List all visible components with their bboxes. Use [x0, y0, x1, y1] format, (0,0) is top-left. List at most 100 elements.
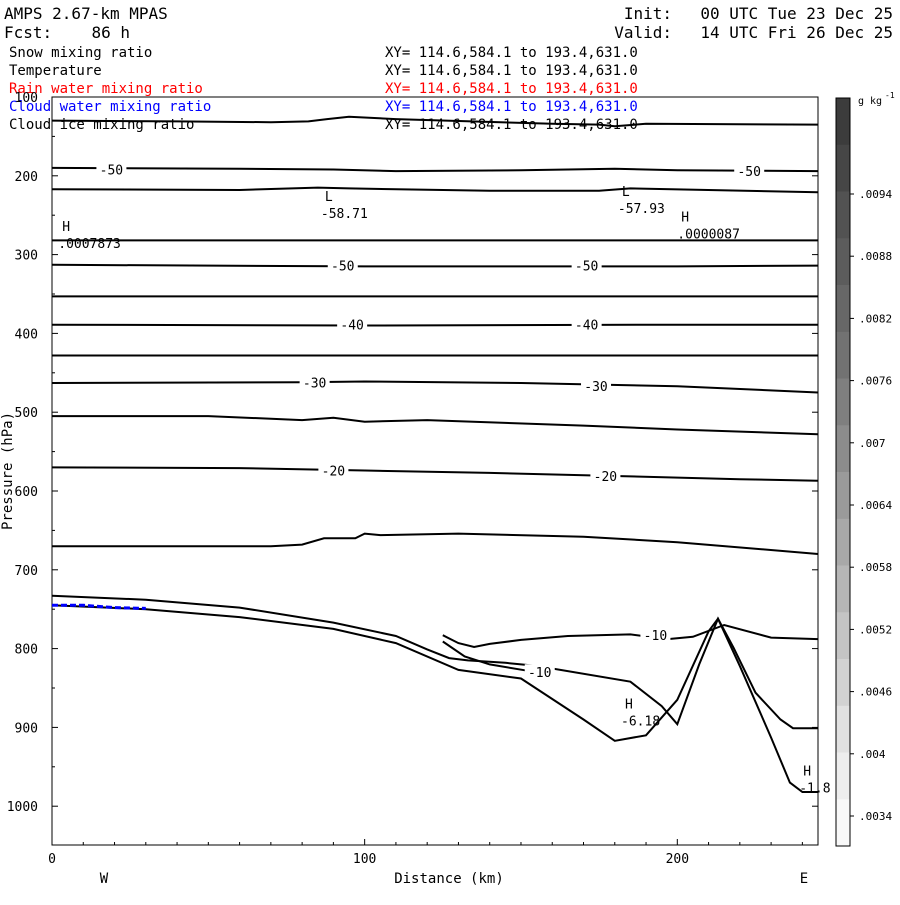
contour-label-bg — [590, 468, 621, 484]
colorbar-label: .0052 — [859, 623, 892, 636]
contour-label: -50 — [331, 260, 354, 275]
colorbar-swatch — [836, 752, 850, 800]
extremum-value: .0000087 — [677, 227, 740, 242]
x-tick-label: 100 — [353, 852, 376, 867]
colorbar-swatch — [836, 518, 850, 567]
model-title: AMPS 2.67-km MPAS — [4, 4, 168, 23]
contour-label: -50 — [737, 165, 760, 180]
extremum-type: H — [625, 697, 633, 712]
x-tick-label: 0 — [48, 852, 56, 867]
colorbar-swatch — [836, 705, 850, 754]
colorbar-label: .0058 — [859, 561, 892, 574]
isotherm-6-line — [51, 323, 818, 327]
colorbar-units-exp: -1 — [885, 91, 895, 100]
field-xy: XY= 114.6,584.1 to 193.4,631.0 — [385, 81, 638, 97]
contour-label-bg — [318, 462, 349, 478]
contour-label: -50 — [575, 260, 598, 275]
isotherm-10-line — [51, 466, 819, 482]
colorbar-swatch — [836, 191, 850, 239]
extremum-value: -1.8 — [799, 781, 830, 796]
extremum-value: .0007873 — [58, 237, 121, 252]
init-time: 00 UTC Tue 23 Dec 25 — [700, 4, 893, 23]
field-name: Snow mixing ratio — [9, 45, 152, 61]
extremum-value: -57.93 — [618, 202, 665, 217]
colorbar-swatch — [836, 799, 850, 847]
isotherm-8-line — [51, 380, 819, 394]
contour-label-bg — [571, 257, 602, 273]
colorbar-frame — [835, 97, 851, 847]
y-tick-label: 100 — [15, 91, 38, 106]
extremum-type: L — [622, 185, 630, 200]
field-xy: XY= 114.6,584.1 to 193.4,631.0 — [385, 63, 638, 79]
isotherm-0-line — [51, 115, 819, 128]
isotherm-9-line — [52, 415, 819, 436]
colorbar-swatch — [836, 144, 850, 193]
cloud-water-line — [52, 603, 146, 610]
y-tick-label: 700 — [15, 564, 38, 579]
colorbar-units-base: g kg — [858, 96, 882, 107]
contour-label-bg — [640, 627, 671, 643]
plot-frame — [51, 96, 819, 846]
colorbar-swatch — [836, 285, 850, 333]
colorbar-label: .004 — [859, 748, 886, 761]
forecast-hours: 86 h — [91, 23, 130, 42]
isotherm-14-line — [442, 623, 819, 649]
y-tick-label: 400 — [15, 327, 38, 342]
contour-label-bg — [524, 664, 555, 680]
colorbar-label: .0064 — [859, 499, 892, 512]
y-axis-label: Pressure (hPa) — [0, 412, 16, 530]
colorbar-swatch — [836, 659, 850, 707]
valid-label: Valid: — [614, 23, 672, 42]
isotherm-13-line — [51, 604, 818, 793]
field-name: Cloud ice mixing ratio — [9, 117, 194, 133]
west-label: W — [100, 871, 109, 887]
contour-label-bg — [96, 161, 127, 177]
colorbar-label: .0034 — [859, 810, 892, 823]
colorbar-swatch — [836, 378, 850, 426]
east-label: E — [800, 871, 808, 887]
colorbar: .0094 .0088 .0082 .0076 .007 .0064 .0058 .0052.… — [835, 97, 892, 847]
colorbar-swatch — [836, 565, 850, 613]
contour-label: -10 — [644, 629, 667, 644]
contour-label-bg — [299, 374, 330, 390]
init-label: Init: — [624, 4, 672, 23]
contour-label: -40 — [340, 319, 363, 334]
extrema-labels: L -58.71 L -57.93 H .0000087 H .0007873 H -6.18 H -… — [58, 185, 830, 796]
isotherm-12-line — [51, 594, 818, 730]
contour-label-bg — [327, 257, 358, 273]
isotherm-4-line — [51, 263, 819, 268]
contour-label: -10 — [528, 666, 551, 681]
colorbar-label: .007 — [859, 437, 886, 450]
colorbar-label: .0094 — [859, 188, 892, 201]
y-tick-label: 900 — [15, 721, 38, 736]
colorbar-swatch — [836, 425, 850, 473]
colorbar-label: .0046 — [859, 686, 892, 699]
contour-label-bg — [337, 316, 368, 332]
colorbar-swatch — [836, 238, 850, 286]
x-tick-label: 200 — [666, 852, 689, 867]
y-tick-label: 300 — [15, 249, 38, 264]
extremum-type: H — [681, 210, 689, 225]
field-xy: XY= 114.6,584.1 to 193.4,631.0 — [385, 99, 638, 115]
contour-label: -30 — [584, 380, 607, 395]
contour-label: -20 — [322, 465, 345, 480]
x-axis-label: Distance (km) — [394, 871, 504, 887]
contour-label: -40 — [575, 319, 598, 334]
colorbar-label: .0088 — [859, 250, 892, 263]
isotherm-15-line — [442, 640, 528, 672]
isotherm-1-line — [51, 166, 819, 173]
extremum-type: H — [803, 764, 811, 779]
y-tick-label: 200 — [15, 170, 38, 185]
contour-label: -30 — [303, 376, 326, 391]
x-axis: 0 100 200 — [48, 839, 803, 867]
field-name: Rain water mixing ratio — [9, 81, 203, 97]
y-tick-label: 600 — [15, 485, 38, 500]
isotherm-contours — [51, 115, 819, 793]
extremum-value: -58.71 — [321, 207, 368, 222]
colorbar-label: .0082 — [859, 312, 892, 325]
contour-label-bg — [581, 378, 612, 394]
contour-label-bg — [734, 163, 765, 179]
field-name: Temperature — [9, 63, 102, 79]
extremum-type: L — [325, 190, 333, 205]
